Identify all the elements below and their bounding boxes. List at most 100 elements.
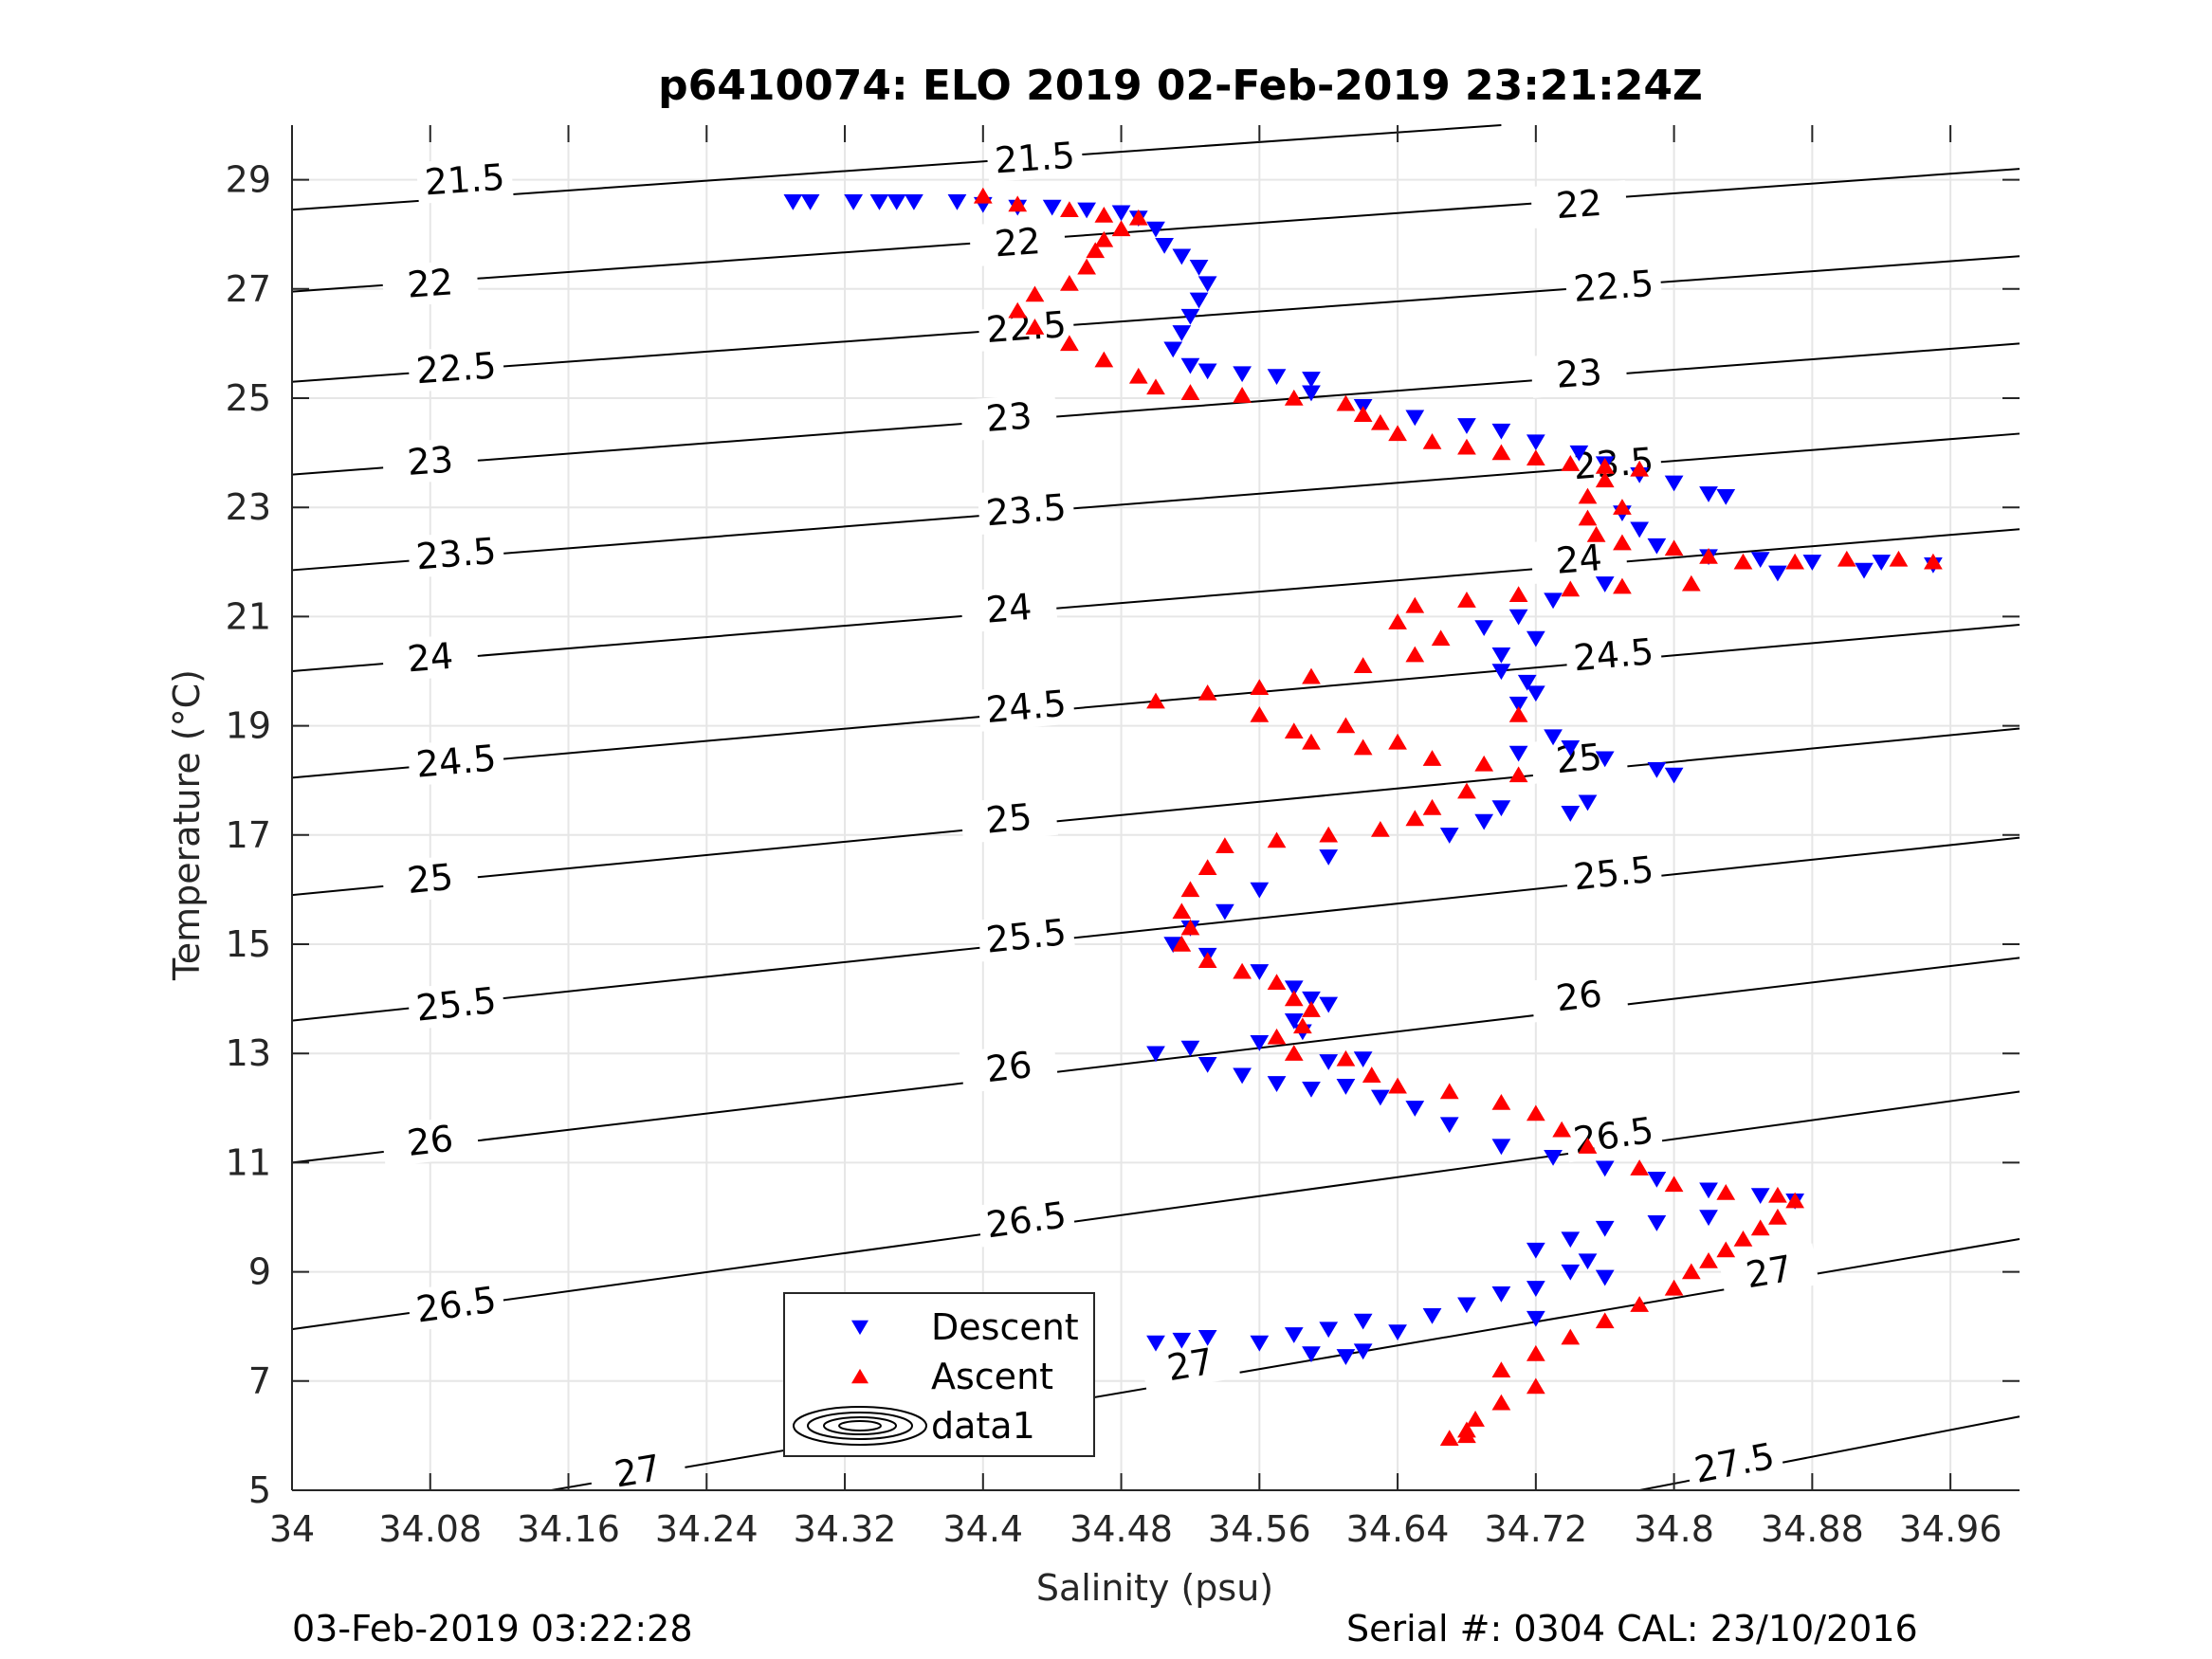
descent-marker (1664, 475, 1684, 492)
descent-marker (1561, 739, 1581, 757)
ascent-marker (1250, 679, 1270, 695)
isopycnal-label-bg (587, 1442, 688, 1500)
descent-marker (1439, 1117, 1459, 1134)
ascent-marker (1595, 1312, 1615, 1329)
footer-timestamp: 03-Feb-2019 03:22:28 (292, 1608, 693, 1650)
y-tick-label: 29 (226, 159, 271, 201)
descent-marker (1180, 308, 1200, 325)
ascent-marker (1750, 1219, 1770, 1236)
ascent-marker (1681, 574, 1701, 592)
ascent-marker (1336, 394, 1356, 411)
isopycnal-label: 21.5 (423, 156, 505, 204)
descent-marker (1544, 1149, 1563, 1166)
ascent-marker (1889, 550, 1909, 567)
descent-marker (1647, 1215, 1667, 1231)
isopycnal-label: 27 (1743, 1248, 1795, 1297)
isopycnal-label: 25 (1554, 736, 1603, 781)
isopycnal-label: 26 (984, 1044, 1034, 1090)
isopycnal-label-bg (407, 736, 505, 787)
descent-marker (1457, 418, 1476, 434)
ascent-marker (1837, 550, 1856, 567)
isopycnal-label: 23 (984, 394, 1033, 440)
ascent-marker (1733, 553, 1753, 570)
isopycnal-label: 27.5 (1691, 1435, 1778, 1491)
y-tick-label: 21 (226, 595, 271, 637)
descent-marker (1526, 685, 1545, 702)
descent-marker (1561, 1264, 1581, 1281)
descent-marker (1526, 1242, 1545, 1259)
isopycnal-label-bg (1529, 349, 1628, 398)
ascent-marker (1595, 471, 1615, 488)
legend: Descent Ascent data1 (783, 1292, 1095, 1457)
descent-marker (1302, 1081, 1321, 1098)
ascent-marker (1785, 553, 1805, 570)
legend-descent-marker (851, 1320, 868, 1336)
y-axis-label: Temperature (°C) (166, 669, 208, 981)
descent-marker (1491, 1139, 1511, 1156)
descent-marker (1595, 1220, 1615, 1237)
descent-marker (905, 193, 923, 210)
ascent-marker (1457, 1427, 1476, 1444)
isopycnal-label: 22.5 (985, 303, 1069, 351)
isopycnal-label: 23 (406, 438, 455, 483)
x-tick-label: 34.8 (1634, 1508, 1714, 1550)
y-tick-label: 5 (248, 1469, 271, 1511)
ascent-marker (1422, 432, 1442, 449)
data-markers (783, 187, 1943, 1446)
isopycnal-label-bg (977, 682, 1076, 732)
axes (291, 125, 2020, 1491)
ascent-marker (1561, 580, 1581, 597)
ascent-marker (1422, 750, 1442, 766)
y-tick-label: 13 (226, 1032, 271, 1074)
descent-marker (1336, 1349, 1356, 1365)
descent-marker (1595, 1269, 1615, 1286)
ascent-marker (1197, 684, 1217, 701)
descent-marker (1439, 828, 1459, 844)
ascent-marker (1388, 425, 1407, 442)
descent-marker (1595, 751, 1615, 768)
isopycnal-line (291, 528, 2020, 672)
isopycnal-label-bg (977, 302, 1075, 352)
ascent-marker (1250, 705, 1270, 722)
ascent-marker (1336, 1049, 1356, 1066)
y-tick-label: 11 (226, 1141, 271, 1183)
ascent-marker (1111, 220, 1131, 237)
descent-marker (1422, 1307, 1442, 1324)
descent-marker (1146, 221, 1165, 238)
ascent-marker (1422, 798, 1442, 815)
descent-marker (1353, 1051, 1373, 1068)
descent-marker (887, 193, 906, 210)
isopycnal-label-bg (1529, 733, 1629, 784)
descent-marker (1578, 794, 1598, 811)
ascent-marker (1284, 990, 1304, 1007)
descent-marker (1353, 1343, 1373, 1360)
descent-marker (1508, 745, 1528, 762)
ascent-marker (1716, 1183, 1736, 1200)
ascent-marker (1508, 586, 1528, 603)
ascent-marker (1664, 1279, 1684, 1296)
descent-marker (1716, 488, 1736, 505)
descent-marker (1855, 562, 1874, 579)
ascent-marker (1526, 1104, 1545, 1121)
ascent-marker (1172, 935, 1192, 952)
x-tick-label: 34.56 (1208, 1508, 1311, 1550)
ascent-marker (1457, 592, 1476, 608)
ascent-marker (1630, 1159, 1650, 1176)
ascent-marker (1267, 1028, 1287, 1045)
isopycnal-label: 27 (1164, 1340, 1216, 1390)
descent-marker (1163, 341, 1183, 358)
ascent-marker (1146, 692, 1165, 709)
ascent-marker (1353, 657, 1373, 673)
isopycnal-label-bg (1529, 180, 1628, 229)
descent-marker (1189, 260, 1209, 276)
y-tick-label: 9 (248, 1251, 271, 1293)
series-ascent (973, 187, 1943, 1446)
isopycnal-line (291, 1090, 2020, 1331)
descent-marker (1595, 576, 1615, 592)
descent-marker (1370, 1089, 1390, 1106)
legend-box (783, 1292, 1095, 1457)
ascent-marker (1302, 667, 1321, 684)
descent-marker (1491, 800, 1511, 817)
descent-marker (1647, 761, 1667, 778)
isopycnal-label: 24.5 (1572, 630, 1655, 679)
